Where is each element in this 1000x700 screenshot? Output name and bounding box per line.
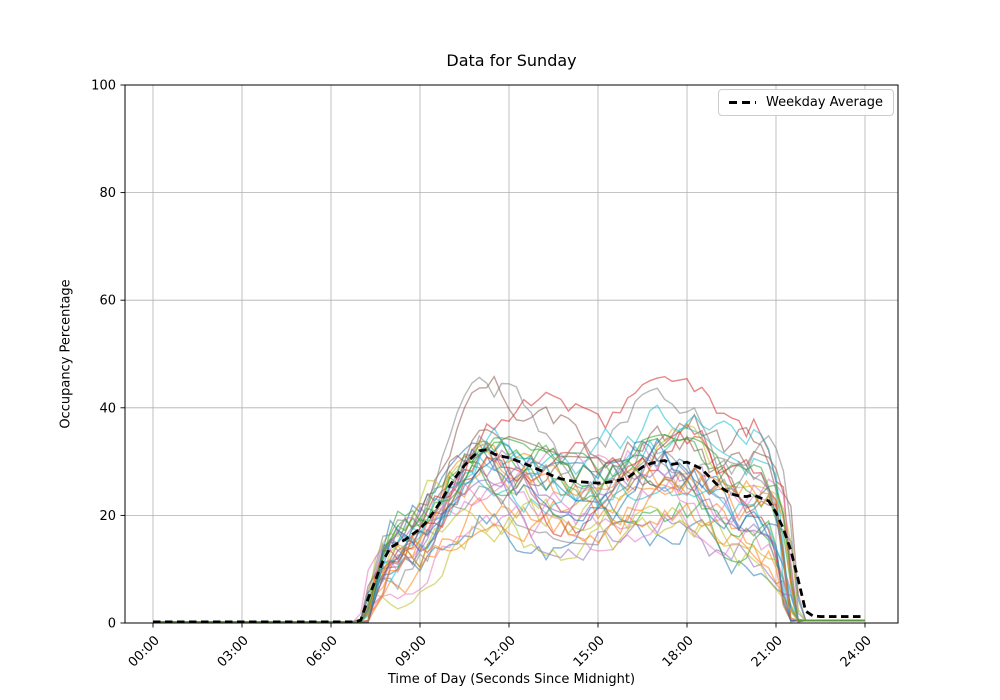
svg-text:09:00: 09:00 [393, 633, 430, 670]
axis-ticks [120, 84, 866, 628]
x-axis-label: Time of Day (Seconds Since Midnight) [387, 672, 636, 687]
plot-border [124, 84, 899, 624]
svg-text:06:00: 06:00 [304, 633, 341, 670]
legend-label: Weekday Average [766, 95, 884, 110]
x-tick-labels: 00:00 03:00 06:00 09:00 12:00 15:00 18:00 21:00… [126, 633, 875, 670]
svg-text:24:00: 24:00 [838, 633, 875, 670]
svg-text:60: 60 [99, 294, 116, 309]
svg-text:80: 80 [99, 186, 116, 201]
gridlines [125, 84, 898, 624]
svg-text:20: 20 [99, 509, 116, 524]
svg-text:100: 100 [91, 79, 116, 94]
svg-text:00:00: 00:00 [126, 633, 163, 670]
svg-text:18:00: 18:00 [660, 633, 697, 670]
chart-title: Data for Sunday [446, 51, 577, 70]
svg-text:12:00: 12:00 [482, 633, 519, 670]
y-axis-label: Occupancy Percentage [58, 279, 74, 429]
svg-text:40: 40 [99, 401, 116, 416]
dashed-line-icon [729, 101, 756, 104]
svg-text:21:00: 21:00 [749, 633, 786, 670]
y-tick-labels: 0 20 40 60 80 100 [91, 79, 116, 632]
svg-text:15:00: 15:00 [571, 633, 608, 670]
svg-text:0: 0 [108, 617, 116, 632]
day-trace [153, 433, 865, 623]
individual-day-traces [153, 375, 865, 623]
weekday-average-line [153, 448, 865, 624]
svg-text:03:00: 03:00 [215, 633, 252, 670]
legend: Weekday Average [718, 89, 894, 116]
